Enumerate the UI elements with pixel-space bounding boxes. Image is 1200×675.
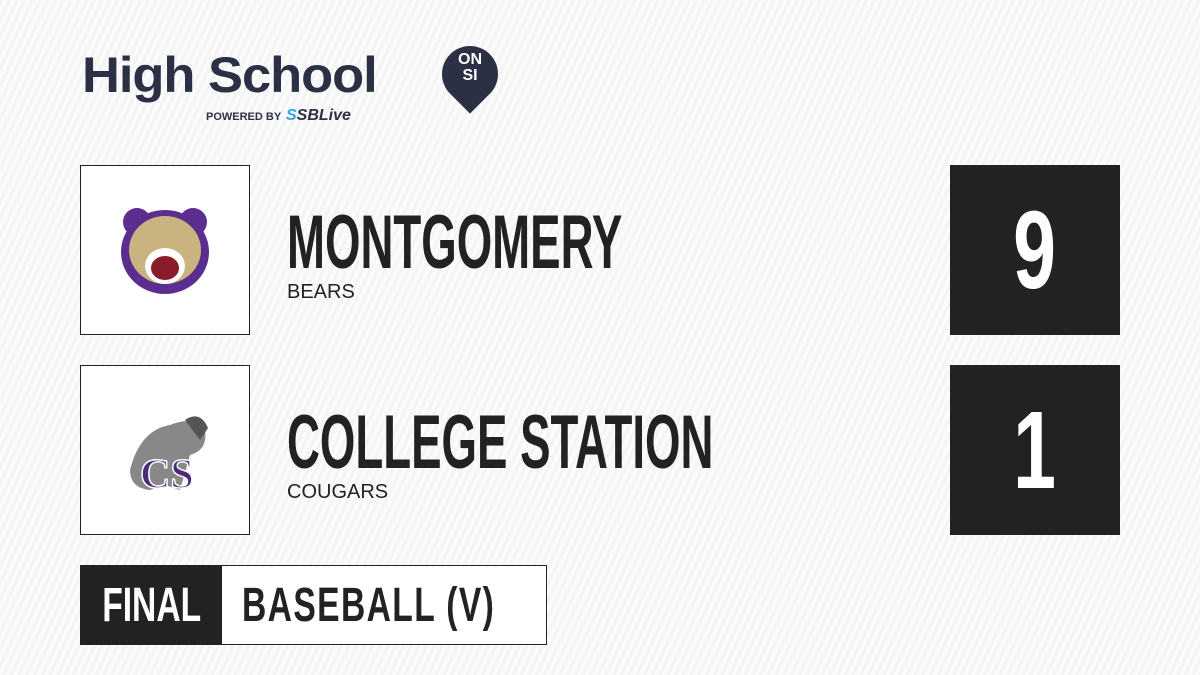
powered-by-label: POWERED BY [206, 111, 282, 123]
bear-logo-icon [121, 208, 209, 294]
team-logo-montgomery [80, 165, 250, 335]
score-home: 9 [950, 165, 1120, 335]
team-mascot-away: COUGARS [287, 481, 389, 503]
score-away: 1 [950, 365, 1120, 535]
on-si-badge: ON SI [458, 51, 482, 84]
team-name-away: COLLEGE STATION [287, 400, 714, 485]
status-label: FINAL [81, 566, 223, 644]
team-name-home: MONTGOMERY [287, 200, 623, 285]
brand-title: High School [82, 47, 378, 103]
team-mascot-home: BEARS [287, 281, 355, 303]
svg-text:CS: CS [140, 452, 194, 498]
game-status-badge: FINAL BASEBALL (V) [80, 565, 547, 645]
team-logo-college-station: CS [80, 365, 250, 535]
cougar-logo-icon: CS [130, 416, 208, 499]
sblive-logo: SSBLive [286, 107, 351, 124]
sport-label: BASEBALL (V) [242, 578, 496, 632]
